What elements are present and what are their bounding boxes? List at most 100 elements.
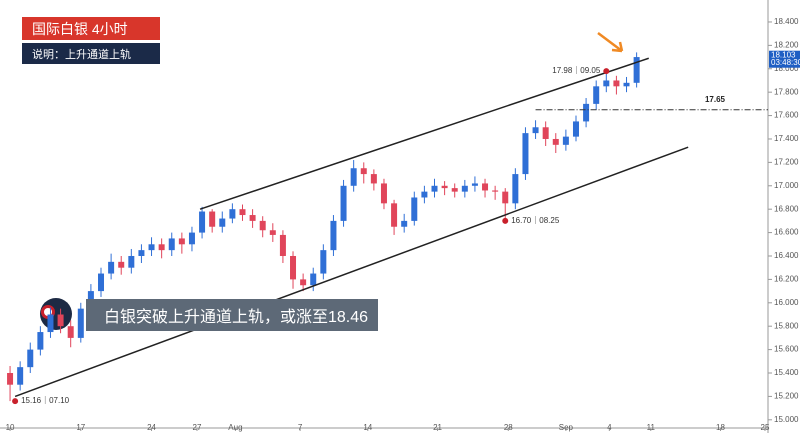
candle-body [27,349,34,368]
x-tick-label: 25 [761,423,770,432]
x-tick-label: 11 [647,423,656,432]
y-tick-label: 15.000 [774,415,799,424]
candle-body [441,185,448,189]
candle-body [421,191,428,198]
candle-body [492,190,499,192]
candle-body [219,218,226,227]
y-tick-label: 17.000 [774,181,799,190]
price-tag-label: 18.103 [771,50,796,59]
candle-body [118,261,125,268]
trendline [14,146,689,398]
candle-body [593,86,600,104]
candle-body [431,185,438,192]
candle-body [471,183,478,186]
candle-body [603,80,610,87]
y-tick-label: 18.200 [774,40,799,49]
headline: 白银突破上升通道上轨，或涨至18.46 [104,309,369,326]
candle-body [279,234,286,256]
x-tick-label: 21 [433,423,442,432]
y-tick-label: 17.400 [774,134,799,143]
annotation-point [12,398,19,405]
y-tick-label: 17.800 [774,87,799,96]
x-tick-label: 17 [76,423,85,432]
candle-body [623,82,630,87]
x-tick-label: Aug [228,423,242,432]
headline-box: 白银突破上升通道上轨，或涨至18.46 [86,299,378,331]
candle-body [209,211,216,227]
candle-body [98,273,105,292]
arrow [597,32,624,53]
candle-body [310,273,317,286]
candle-body [451,188,458,192]
x-tick-label: 7 [298,423,303,432]
candle-body [239,209,246,216]
candle-body [300,279,307,286]
title-box: 国际白银 4小时 [22,17,160,40]
logo [40,298,72,330]
candle-body [401,220,408,227]
level-label: 17.65 [705,95,726,104]
candle-body [47,314,54,333]
y-tick-label: 16.000 [774,298,799,307]
candle-body [542,127,549,139]
candle-body [461,185,468,192]
x-tick-label: 14 [363,423,372,432]
candle-body [168,238,175,251]
candle-body [552,138,559,145]
candle-body [532,127,539,134]
candle-body [158,244,165,251]
candle-body [290,255,297,280]
y-tick-label: 18.000 [774,64,799,73]
title: 国际白银 4小时 [32,20,128,37]
subtitle-box: 说明：上升通道上轨 [22,43,160,64]
candle-body [391,203,398,227]
annotation-point [502,217,509,224]
candle-body [178,238,185,245]
candle-body [199,211,206,233]
x-tick-label: 18 [716,423,725,432]
candle-body [380,183,387,204]
x-tick-label: 27 [193,423,202,432]
candle-body [128,255,135,268]
y-tick-label: 17.200 [774,157,799,166]
candle-body [583,103,590,122]
y-tick-label: 16.200 [774,275,799,284]
candle-body [229,209,236,219]
candle-body [522,133,529,175]
y-tick-label: 15.200 [774,392,799,401]
x-tick-label: 10 [6,423,15,432]
annotation-label: 15.16｜07.10 [21,396,70,405]
candle-body [37,332,44,350]
candle-body [350,168,357,186]
candle-body [57,314,64,327]
candle-body [370,174,377,184]
price-tag-time: 03:48:30 [771,58,800,67]
x-tick-label: 4 [607,423,612,432]
candle-body [411,197,418,221]
candle-body [269,230,276,235]
y-tick-label: 18.400 [774,17,799,26]
y-tick-label: 15.800 [774,321,799,330]
trendline [199,57,649,210]
candle-body [360,168,367,175]
price-tag [769,50,800,68]
y-tick-label: 15.400 [774,368,799,377]
annotation-label: 16.70｜08.25 [511,216,560,225]
y-tick-label: 17.600 [774,111,799,120]
candle-body [259,220,266,231]
annotation-label: 17.98｜09.05 [552,66,601,75]
candle-body [188,232,195,245]
annotation-point [603,68,610,75]
candle-body [330,220,337,251]
candle-body [502,191,509,204]
candle-body [562,136,569,145]
y-tick-label: 16.600 [774,228,799,237]
y-tick-label: 15.600 [774,345,799,354]
candle-body [340,185,347,221]
candle-body [613,80,620,87]
candle-body [633,57,640,83]
x-tick-label: 28 [504,423,513,432]
candle-body [512,174,519,204]
